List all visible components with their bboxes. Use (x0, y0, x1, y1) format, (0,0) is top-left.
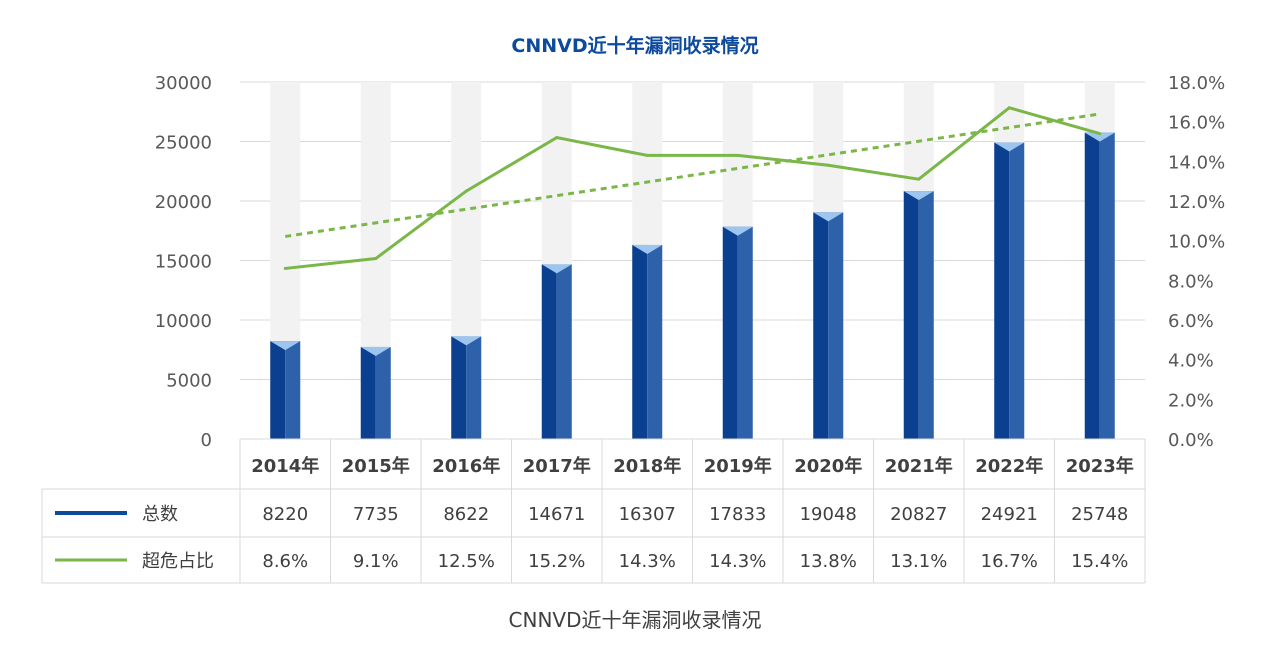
right-tick-label: 4.0% (1168, 351, 1214, 372)
right-tick-label: 12.0% (1168, 192, 1225, 213)
left-tick-label: 25000 (155, 133, 212, 154)
category-label: 2019年 (704, 455, 772, 477)
category-label: 2021年 (885, 455, 953, 477)
line-point (555, 136, 559, 140)
category-label: 2015年 (342, 455, 410, 477)
right-tick-label: 16.0% (1168, 113, 1225, 134)
right-tick-label: 2.0% (1168, 390, 1214, 411)
data-label: 8220 (262, 504, 308, 525)
bar-cap (994, 142, 1025, 152)
bar-side (1099, 132, 1115, 439)
category-label: 2018年 (613, 455, 681, 477)
data-label: 14.3% (619, 551, 676, 572)
category-label: 2023年 (1066, 455, 1134, 477)
legend-label: 总数 (142, 504, 178, 525)
data-label: 13.1% (890, 551, 947, 572)
bar-side (828, 212, 844, 439)
bar-side (556, 264, 572, 439)
left-tick-label: 10000 (155, 311, 212, 332)
bar-side (466, 336, 482, 439)
category-label: 2017年 (523, 455, 591, 477)
data-label: 15.2% (528, 551, 585, 572)
right-tick-label: 18.0% (1168, 73, 1225, 94)
data-label: 13.8% (800, 551, 857, 572)
bar-side (285, 341, 301, 439)
bar (994, 142, 1010, 439)
data-label: 14671 (528, 504, 585, 525)
data-label: 9.1% (353, 551, 399, 572)
data-label: 17833 (709, 504, 766, 525)
bar-cap (360, 346, 391, 356)
left-tick-label: 30000 (155, 73, 212, 94)
data-label: 24921 (981, 504, 1038, 525)
data-label: 14.3% (709, 551, 766, 572)
line-point (374, 257, 378, 261)
data-label: 25748 (1071, 504, 1128, 525)
trendline (285, 112, 1100, 238)
line-point (826, 163, 830, 167)
left-tick-label: 0 (201, 430, 212, 451)
category-label: 2020年 (794, 455, 862, 477)
data-label: 15.4% (1071, 551, 1128, 572)
bar-cap (903, 191, 934, 201)
category-label: 2016年 (432, 455, 500, 477)
bar-side (375, 346, 391, 439)
bar (541, 264, 557, 439)
line-point (736, 153, 740, 157)
bar-side (647, 244, 663, 439)
chart-title: CNNVD近十年漏洞收录情况 (511, 34, 758, 57)
bar-cap (632, 244, 663, 254)
legend-label: 超危占比 (142, 551, 214, 572)
bar-side (918, 191, 934, 439)
left-tick-label: 20000 (155, 192, 212, 213)
chart-caption: CNNVD近十年漏洞收录情况 (509, 608, 762, 632)
category-label: 2014年 (251, 455, 319, 477)
right-tick-label: 10.0% (1168, 232, 1225, 253)
bar-side (737, 226, 753, 439)
bar-cap (1084, 132, 1115, 142)
bar (451, 336, 467, 439)
bar-cap (813, 212, 844, 222)
left-tick-label: 5000 (166, 371, 212, 392)
bar (903, 191, 919, 439)
left-tick-label: 15000 (155, 252, 212, 273)
bar-cap (722, 226, 753, 236)
line-point (1098, 132, 1102, 136)
line-point (464, 189, 468, 193)
bar (722, 226, 738, 439)
data-label: 7735 (353, 504, 399, 525)
data-label: 16307 (619, 504, 676, 525)
line-point (1007, 106, 1011, 110)
data-label: 19048 (800, 504, 857, 525)
bar (632, 244, 648, 439)
right-tick-label: 0.0% (1168, 430, 1214, 451)
data-label: 8.6% (262, 551, 308, 572)
line-point (283, 266, 287, 270)
bar-cap (451, 336, 482, 346)
data-label: 16.7% (981, 551, 1038, 572)
bar (270, 341, 286, 439)
bar (1084, 132, 1100, 439)
line-series (285, 106, 1101, 270)
line-point (645, 153, 649, 157)
bar (360, 346, 376, 439)
bar-cap (541, 264, 572, 274)
right-tick-label: 14.0% (1168, 152, 1225, 173)
line-point (917, 177, 921, 181)
bar-side (1009, 142, 1025, 439)
data-label: 12.5% (438, 551, 495, 572)
bar-cap (270, 341, 301, 351)
data-label: 20827 (890, 504, 947, 525)
right-tick-label: 6.0% (1168, 311, 1214, 332)
category-label: 2022年 (975, 455, 1043, 477)
data-label: 8622 (443, 504, 489, 525)
bar (813, 212, 829, 439)
right-tick-label: 8.0% (1168, 271, 1214, 292)
